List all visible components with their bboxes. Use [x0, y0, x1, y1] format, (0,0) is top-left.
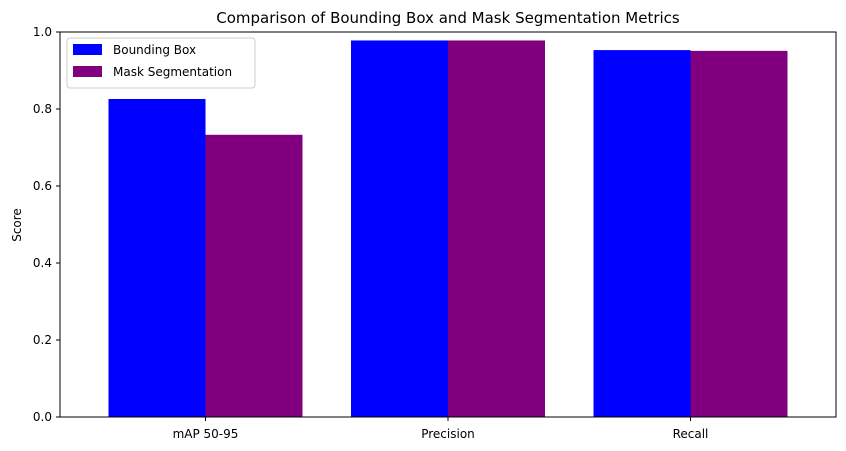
y-tick-label: 1.0 [33, 25, 52, 39]
legend-label: Mask Segmentation [113, 65, 232, 79]
chart-title: Comparison of Bounding Box and Mask Segm… [216, 9, 680, 27]
x-axis-ticks: mAP 50-95 Precision Recall [173, 417, 709, 441]
legend-swatch [73, 66, 102, 77]
x-tick-label: mAP 50-95 [173, 427, 239, 441]
legend-box [66, 37, 256, 89]
plot-frame [59, 31, 837, 418]
y-tick-label: 0.2 [33, 333, 52, 347]
bar-bounding-box-precision [351, 40, 448, 417]
y-axis-ticks: 0.0 0.2 0.4 0.6 0.8 1.0 [33, 25, 60, 424]
bar-bounding-box-map-50-95 [108, 98, 206, 418]
legend-swatch [73, 44, 102, 55]
x-tick-label: Precision [421, 427, 475, 441]
bar-mask-segmentation-recall [690, 50, 788, 418]
y-tick-label: 0.4 [33, 256, 52, 270]
bars-group [108, 40, 788, 418]
bar-bounding-box-recall [593, 50, 691, 417]
bar-mask-segmentation-map-50-95 [205, 134, 303, 418]
y-tick-label: 0.6 [33, 179, 52, 193]
legend: Bounding Box Mask Segmentation [66, 37, 256, 89]
y-axis-label: Score [10, 208, 24, 242]
legend-label: Bounding Box [113, 43, 196, 57]
x-tick-label: Recall [673, 427, 709, 441]
y-tick-label: 0.0 [33, 410, 52, 424]
bar-mask-segmentation-precision [448, 40, 545, 417]
y-tick-label: 0.8 [33, 102, 52, 116]
